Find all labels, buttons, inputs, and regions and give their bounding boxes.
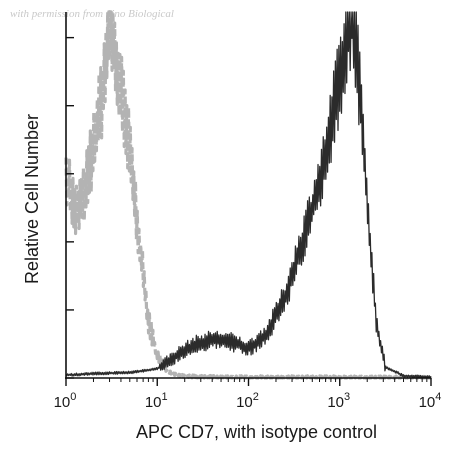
watermark-text: with permission from Sino Biological (10, 8, 174, 20)
x-axis-title: APC CD7, with isotype control (136, 422, 377, 442)
isotype-control-series (64, 10, 433, 380)
x-tick-label: 103 (327, 391, 350, 411)
x-tick-label: 104 (419, 391, 442, 411)
x-tick-label: 102 (236, 391, 259, 411)
labels-layer: 100 101 102 103 104 APC CD7, with isotype con… (22, 114, 441, 442)
apc-cd7-series (65, 11, 432, 379)
y-axis-title: Relative Cell Number (22, 114, 42, 284)
plot-series-layer (64, 10, 433, 380)
x-tick-label: 101 (145, 391, 168, 411)
axes-layer (65, 12, 432, 386)
x-tick-label: 100 (54, 391, 77, 411)
